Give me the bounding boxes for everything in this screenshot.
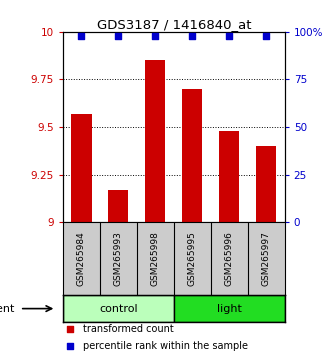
Text: GSM265997: GSM265997 — [262, 232, 271, 286]
Text: control: control — [99, 304, 138, 314]
Point — [67, 326, 72, 332]
Bar — [71, 114, 92, 222]
Text: transformed count: transformed count — [83, 324, 173, 334]
Text: GSM265993: GSM265993 — [114, 232, 123, 286]
Point — [263, 33, 269, 39]
Text: percentile rank within the sample: percentile rank within the sample — [83, 341, 248, 350]
Bar — [174, 296, 285, 322]
Bar — [219, 131, 239, 222]
Point — [226, 33, 232, 39]
Point — [67, 343, 72, 348]
Point — [79, 33, 84, 39]
Text: GSM265998: GSM265998 — [151, 232, 160, 286]
Text: light: light — [217, 304, 242, 314]
Text: GSM265996: GSM265996 — [225, 232, 234, 286]
Bar — [256, 146, 276, 222]
Text: GSM265984: GSM265984 — [77, 232, 86, 286]
Bar — [145, 61, 166, 222]
Bar — [63, 296, 174, 322]
Point — [116, 33, 121, 39]
Bar — [182, 89, 203, 222]
Title: GDS3187 / 1416840_at: GDS3187 / 1416840_at — [97, 18, 251, 31]
Text: agent: agent — [0, 304, 15, 314]
Point — [153, 33, 158, 39]
Point — [190, 33, 195, 39]
Bar — [108, 190, 128, 222]
Text: GSM265995: GSM265995 — [188, 232, 197, 286]
